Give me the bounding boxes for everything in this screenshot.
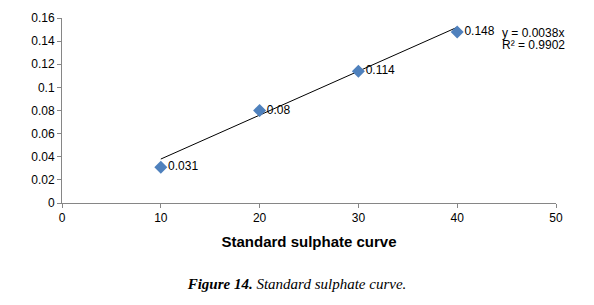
svg-text:0.08: 0.08 <box>267 103 291 117</box>
svg-text:y = 0.0038x: y = 0.0038x <box>502 26 564 40</box>
svg-text:0.12: 0.12 <box>31 57 55 71</box>
svg-text:0.114: 0.114 <box>366 63 395 77</box>
svg-text:0: 0 <box>59 211 66 225</box>
svg-text:30: 30 <box>352 211 366 225</box>
svg-text:Standard sulphate curve: Standard sulphate curve <box>221 233 396 250</box>
html-text:Figure 14. Standard sulphate c: Figure 14. Standard sulphate curve. <box>187 276 407 292</box>
svg-text:0.14: 0.14 <box>31 34 55 48</box>
svg-text:0.02: 0.02 <box>31 173 55 187</box>
svg-text:10: 10 <box>154 211 168 225</box>
svg-text:50: 50 <box>549 211 563 225</box>
svg-text:0.06: 0.06 <box>31 127 55 141</box>
svg-text:0.031: 0.031 <box>168 159 198 173</box>
svg-text:0.08: 0.08 <box>31 104 55 118</box>
svg-text:20: 20 <box>253 211 267 225</box>
svg-text:0.16: 0.16 <box>31 11 55 25</box>
svg-text:0.148: 0.148 <box>464 24 494 38</box>
svg-text:40: 40 <box>451 211 465 225</box>
svg-text:R² = 0.9902: R² = 0.9902 <box>502 38 565 52</box>
svg-text:0: 0 <box>48 196 55 210</box>
svg-text:0.04: 0.04 <box>31 150 55 164</box>
svg-text:0.1: 0.1 <box>38 81 55 95</box>
